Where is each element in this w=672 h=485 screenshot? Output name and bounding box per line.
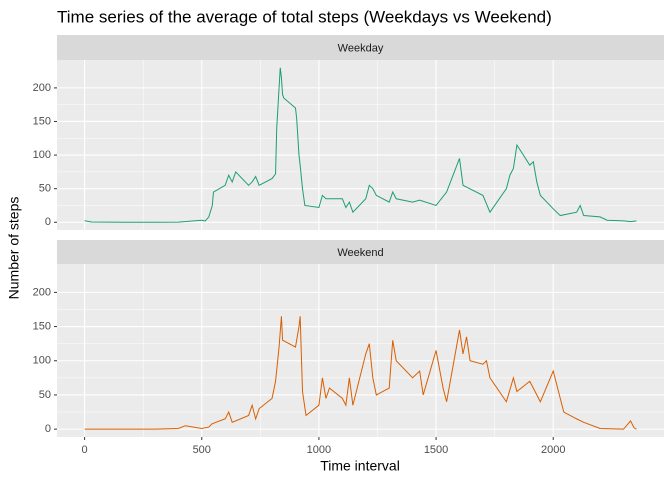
x-tick-label: 2000 bbox=[541, 444, 565, 456]
strip bbox=[57, 240, 664, 264]
y-tick-label: 200 bbox=[33, 82, 51, 94]
data-line bbox=[84, 67, 637, 223]
y-tick-label: 100 bbox=[33, 355, 51, 367]
y-tick-label: 150 bbox=[33, 115, 51, 127]
x-tick-label: 0 bbox=[82, 444, 88, 456]
x-axis-label: Time interval bbox=[320, 458, 400, 474]
data-line bbox=[84, 316, 637, 430]
y-tick-label: 150 bbox=[33, 320, 51, 332]
y-tick-label: 50 bbox=[39, 389, 51, 401]
y-tick-label: 0 bbox=[45, 216, 51, 228]
strip-label: Weekday bbox=[338, 42, 384, 54]
x-tick-label: 500 bbox=[193, 444, 211, 456]
strip bbox=[57, 35, 664, 60]
x-tick-label: 1500 bbox=[424, 444, 448, 456]
x-tick-label: 1000 bbox=[307, 444, 331, 456]
chart-title: Time series of the average of total step… bbox=[57, 7, 552, 26]
y-tick-label: 50 bbox=[39, 183, 51, 195]
y-tick-label: 200 bbox=[33, 286, 51, 298]
y-tick-label: 0 bbox=[45, 423, 51, 435]
y-tick-label: 100 bbox=[33, 149, 51, 161]
panel-bg bbox=[57, 264, 664, 437]
strip-label: Weekend bbox=[337, 247, 383, 259]
y-axis-label: Number of steps bbox=[6, 197, 22, 300]
